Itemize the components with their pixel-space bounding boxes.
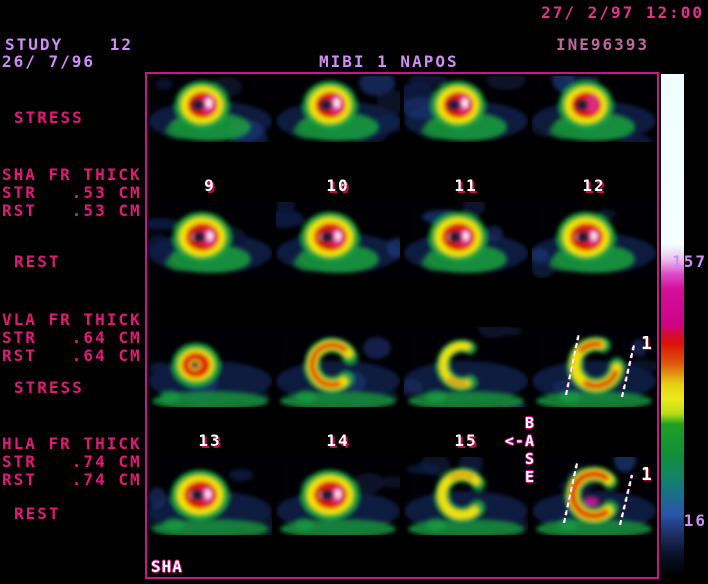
row2-rest-label: REST [14, 252, 61, 271]
row4-rest-label: REST [14, 504, 61, 523]
slice-image-r2c3[interactable] [404, 197, 528, 278]
slice-image-r2c1[interactable] [139, 202, 272, 278]
base-marker-e: E [524, 468, 535, 486]
orientation-label-sha: SHA [151, 557, 183, 576]
slice-image-r4c2[interactable] [276, 457, 405, 538]
row1-stress-label: STRESS [14, 108, 84, 127]
slice-image-r1c2[interactable] [276, 70, 407, 144]
slice-number-13: 13 [198, 431, 222, 450]
slice-image-r4c1[interactable] [134, 457, 283, 540]
vla-stress-thickness: STR .64 CM [2, 328, 142, 347]
slice-cursor-label-vla: 1 [641, 333, 652, 354]
slice-image-r3c4[interactable] [532, 327, 661, 410]
base-marker-arrow: <-A [504, 432, 535, 450]
slice-image-r2c4[interactable] [527, 202, 656, 278]
slice-image-r1c3[interactable] [396, 70, 528, 142]
study-date: 26/ 7/96 [2, 52, 96, 71]
slice-number-12: 12 [582, 176, 606, 195]
slice-number-10: 10 [326, 176, 350, 195]
slice-image-r1c1[interactable] [148, 76, 272, 150]
sha-stress-thickness: STR .53 CM [2, 183, 142, 202]
slice-number-11: 11 [454, 176, 478, 195]
vla-thickness-title: VLA FR THICK [2, 310, 142, 329]
hla-thickness-title: HLA FR THICK [2, 434, 142, 453]
patient-id: INE96393 [556, 35, 650, 54]
slice-image-r1c4[interactable] [529, 66, 656, 147]
intensity-colorbar [661, 74, 684, 574]
sha-thickness-title: SHA FR THICK [2, 165, 142, 184]
slice-number-15: 15 [454, 431, 478, 450]
study-number-line: STUDY 12 [5, 35, 133, 54]
hla-rest-thickness: RST .74 CM [2, 470, 142, 489]
slice-image-r3c1[interactable] [148, 327, 272, 410]
slice-number-14: 14 [326, 431, 350, 450]
slice-image-r2c2[interactable] [266, 197, 407, 278]
colorbar-min-value: 16 [683, 511, 707, 530]
exam-title: MIBI 1 NAPOS [319, 52, 459, 71]
sha-rest-thickness: RST .53 CM [2, 201, 142, 220]
colorbar-max-value: 157 [672, 252, 707, 271]
datetime: 27/ 2/97 12:00 [541, 3, 704, 22]
slice-image-r4c3[interactable] [404, 452, 529, 538]
row3-stress-label: STRESS [14, 378, 84, 397]
slice-number-9: 9 [204, 176, 216, 195]
slice-image-r3c3[interactable] [397, 320, 528, 412]
base-marker-s: S [524, 450, 535, 468]
base-marker-b: B [524, 414, 535, 432]
slice-cursor-label-hla: 1 [641, 464, 652, 485]
slice-image-r4c4[interactable] [532, 448, 656, 538]
hla-stress-thickness: STR .74 CM [2, 452, 142, 471]
slice-image-r3c2[interactable] [276, 327, 400, 410]
vla-rest-thickness: RST .64 CM [2, 346, 142, 365]
